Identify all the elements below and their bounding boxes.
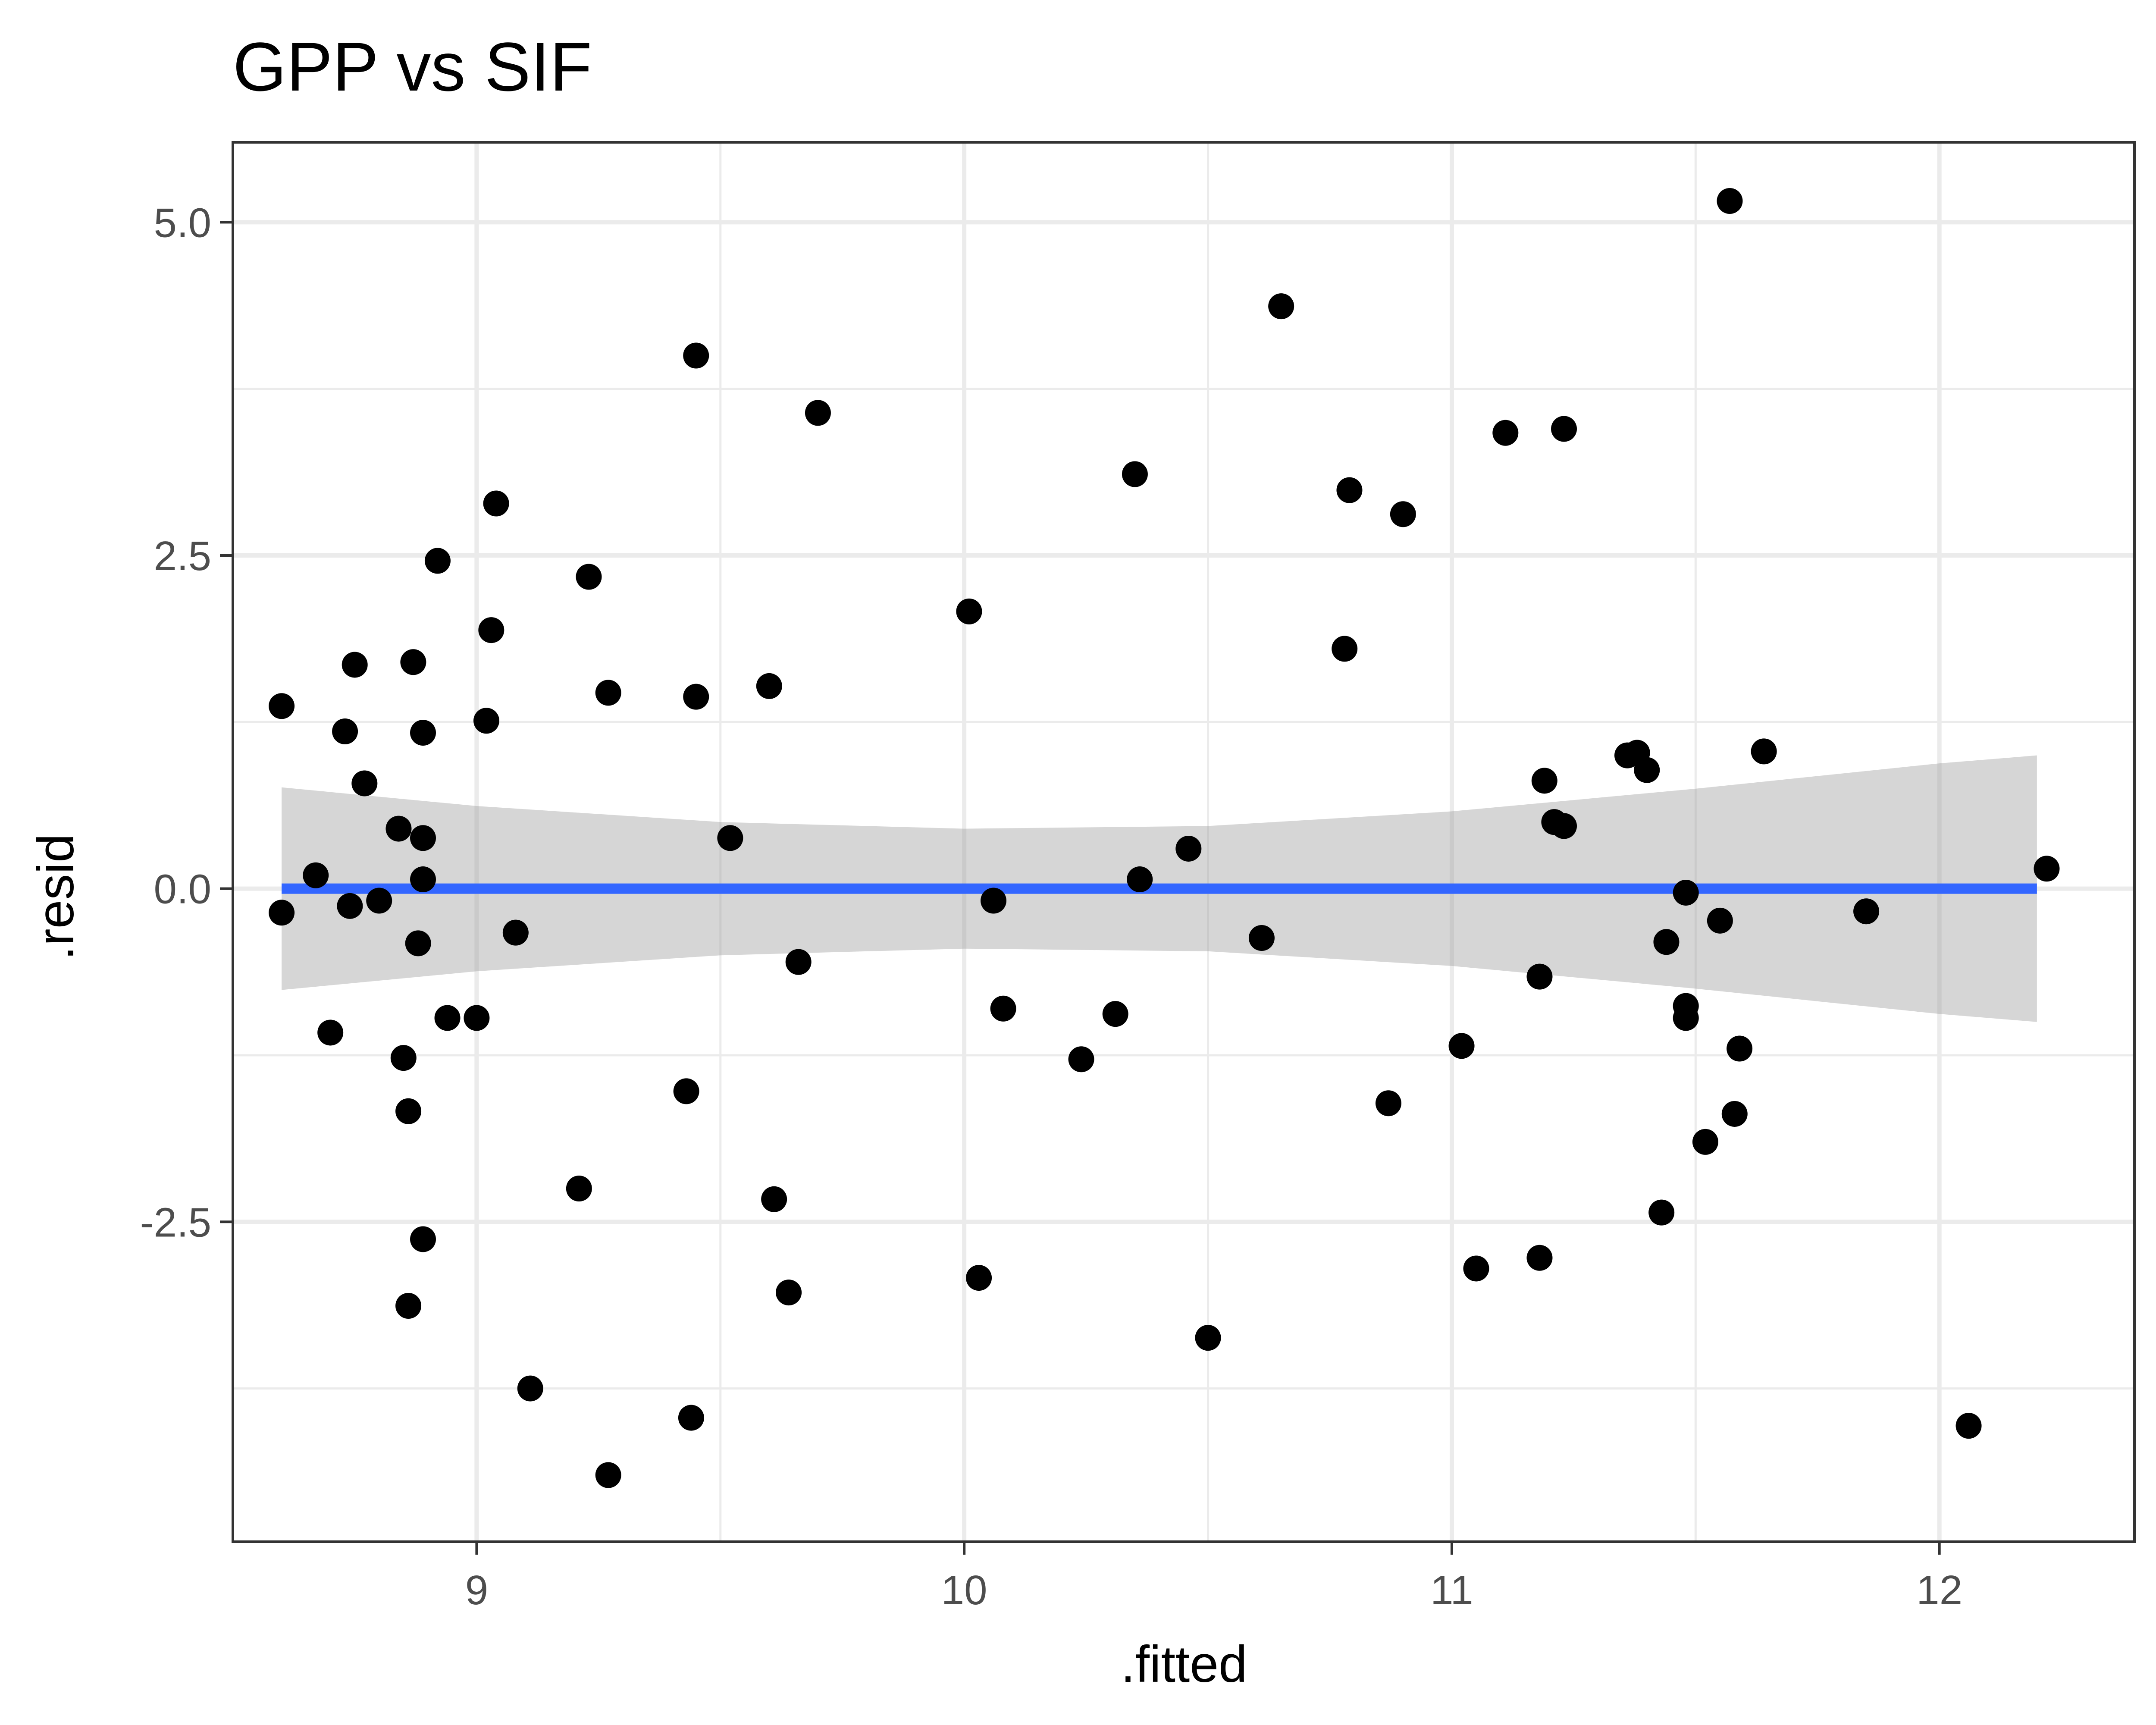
data-point <box>1751 738 1777 765</box>
data-point <box>1648 1199 1675 1226</box>
data-point <box>595 1462 621 1488</box>
data-point <box>410 866 436 893</box>
data-point <box>366 888 392 914</box>
data-point <box>1634 757 1660 783</box>
data-point <box>1526 1245 1553 1271</box>
data-point <box>1248 925 1275 951</box>
x-tick-label: 9 <box>465 1567 488 1613</box>
data-point <box>390 1045 417 1071</box>
data-point <box>1673 879 1699 906</box>
data-point <box>395 1098 422 1124</box>
data-point <box>990 995 1016 1022</box>
data-point <box>683 342 709 369</box>
data-point <box>410 1226 436 1252</box>
data-point <box>1175 835 1202 862</box>
data-point <box>1727 1035 1753 1062</box>
data-point <box>478 617 505 643</box>
data-point <box>1492 420 1519 446</box>
data-point <box>410 825 436 851</box>
data-point <box>1390 501 1416 527</box>
data-point <box>483 490 509 517</box>
y-tick-label: 0.0 <box>154 866 211 913</box>
x-tick-label: 12 <box>1916 1567 1962 1613</box>
y-tick-label: -2.5 <box>140 1199 211 1245</box>
data-point <box>502 919 529 946</box>
data-point <box>1955 1413 1982 1439</box>
data-point <box>1707 907 1733 934</box>
data-point <box>717 825 743 851</box>
data-point <box>1068 1046 1094 1073</box>
x-tick-label: 10 <box>941 1567 987 1613</box>
x-axis-title: .fitted <box>1121 1635 1247 1693</box>
panel-border <box>232 141 2136 1543</box>
data-point <box>1375 1090 1401 1117</box>
data-point <box>956 598 982 624</box>
data-point <box>576 564 602 590</box>
data-point <box>464 1005 490 1031</box>
data-point <box>517 1375 543 1402</box>
data-point <box>1122 461 1148 487</box>
data-point <box>1717 188 1743 214</box>
data-point <box>342 652 368 678</box>
data-point <box>400 649 426 675</box>
data-point <box>473 708 499 734</box>
data-point <box>1127 866 1153 893</box>
data-point <box>405 930 431 957</box>
data-point <box>595 680 621 706</box>
data-point <box>776 1280 802 1306</box>
data-point <box>1448 1033 1475 1059</box>
data-point <box>385 815 412 842</box>
x-tick-label: 11 <box>1430 1567 1473 1613</box>
data-point <box>805 400 831 426</box>
data-point <box>785 949 812 975</box>
data-point <box>981 888 1006 914</box>
data-point <box>1551 813 1577 839</box>
data-point <box>1463 1255 1489 1282</box>
data-point <box>424 548 451 574</box>
data-point <box>434 1005 461 1031</box>
data-point <box>1653 929 1680 955</box>
data-point <box>337 893 363 919</box>
data-point <box>410 720 436 746</box>
data-point <box>673 1078 699 1104</box>
data-point <box>269 693 295 719</box>
data-point <box>683 684 709 710</box>
x-axis-ticks: 9 10 11 12 <box>465 1542 1962 1613</box>
data-point <box>1526 963 1553 990</box>
data-point <box>756 673 782 699</box>
data-point <box>1551 416 1577 442</box>
y-tick-label: 5.0 <box>154 200 211 246</box>
y-axis-title: .resid <box>27 834 85 960</box>
y-tick-label: 2.5 <box>154 533 211 579</box>
data-point <box>351 770 378 797</box>
data-point <box>317 1019 344 1046</box>
data-point <box>1102 1001 1128 1027</box>
data-point <box>1853 898 1880 925</box>
data-points <box>269 188 2060 1488</box>
chart-title: GPP vs SIF <box>233 28 592 105</box>
data-point <box>678 1405 704 1431</box>
data-point <box>332 718 358 744</box>
y-axis-ticks: -2.5 0.0 2.5 5.0 <box>140 200 233 1245</box>
data-point <box>1336 477 1363 503</box>
data-point <box>269 900 295 926</box>
data-point <box>1692 1129 1718 1155</box>
data-point <box>1268 293 1294 320</box>
data-point <box>1195 1325 1221 1351</box>
data-point <box>303 862 329 888</box>
data-point <box>395 1292 422 1319</box>
data-point <box>761 1186 787 1212</box>
data-point <box>1332 636 1358 662</box>
data-point <box>566 1176 592 1202</box>
data-point <box>2034 856 2060 882</box>
data-point <box>1673 1005 1699 1031</box>
data-point <box>966 1265 992 1291</box>
data-point <box>1531 768 1557 794</box>
data-point <box>1721 1101 1748 1127</box>
